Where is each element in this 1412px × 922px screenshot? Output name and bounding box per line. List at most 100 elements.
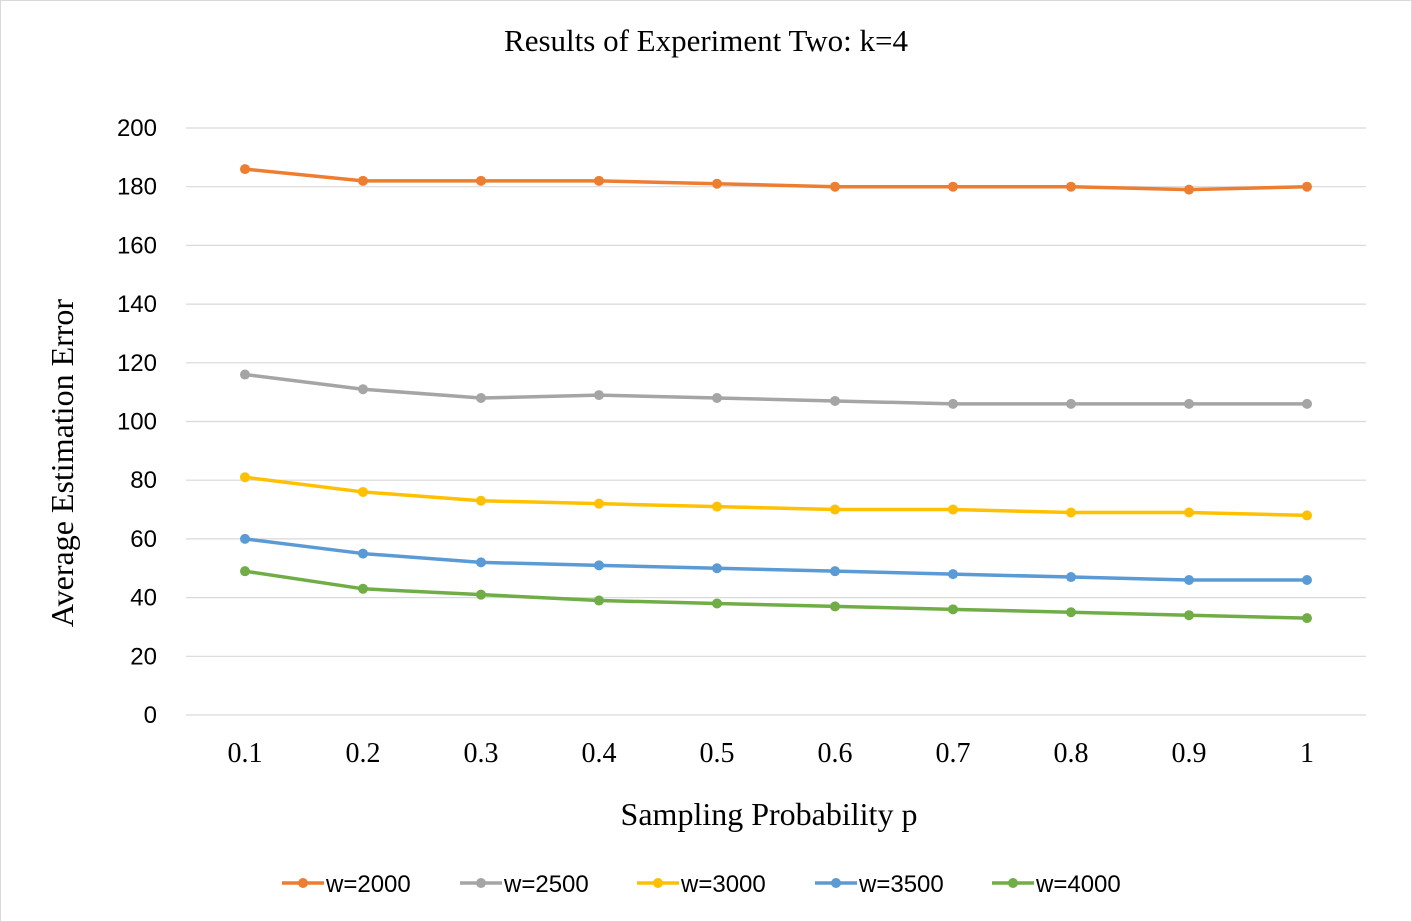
- data-point: [240, 566, 250, 577]
- data-point: [712, 178, 722, 189]
- y-tick-label: 140: [117, 291, 157, 318]
- data-point: [358, 175, 368, 186]
- data-point: [358, 583, 368, 594]
- data-point: [476, 589, 486, 600]
- data-point: [712, 393, 722, 404]
- data-point: [948, 569, 958, 580]
- data-point: [1184, 610, 1194, 621]
- data-point: [476, 393, 486, 404]
- data-point: [830, 181, 840, 192]
- y-tick-label: 120: [117, 350, 157, 377]
- series-line: [243, 167, 1309, 192]
- data-point: [948, 604, 958, 615]
- data-point: [948, 504, 958, 515]
- data-point: [830, 504, 840, 515]
- legend-label: w=4000: [1035, 871, 1121, 898]
- data-point: [240, 533, 250, 544]
- x-tick-label: 0.4: [582, 738, 617, 769]
- legend-item: w=3500: [815, 871, 944, 898]
- data-point: [594, 390, 604, 401]
- data-point: [1066, 181, 1076, 192]
- y-tick-label: 80: [130, 467, 157, 494]
- data-point: [358, 548, 368, 559]
- series-lines: [240, 164, 1312, 624]
- series-line: [243, 537, 1309, 582]
- data-point: [476, 557, 486, 568]
- data-point: [594, 560, 604, 571]
- y-tick-label: 20: [130, 643, 157, 670]
- legend-label: w=3000: [680, 871, 766, 898]
- data-point: [1066, 398, 1076, 409]
- data-point: [240, 369, 250, 380]
- legend-label: w=2500: [503, 871, 589, 898]
- series-w=2000: [240, 164, 1312, 195]
- legend-label: w=2000: [325, 871, 411, 898]
- legend: w=2000 w=2500 w=3000 w=3500 w=4000: [282, 871, 1121, 898]
- data-point: [476, 495, 486, 506]
- legend-item: w=3000: [637, 871, 766, 898]
- gridlines: [186, 127, 1366, 716]
- data-point: [1184, 507, 1194, 518]
- x-tick-label: 0.5: [700, 738, 735, 769]
- data-point: [358, 384, 368, 395]
- data-point: [830, 395, 840, 406]
- legend-item: w=2500: [460, 871, 589, 898]
- data-point: [1302, 181, 1312, 192]
- series-w=2500: [240, 369, 1312, 409]
- y-tick-label: 180: [117, 174, 157, 201]
- data-point: [1302, 398, 1312, 409]
- data-point: [712, 598, 722, 609]
- series-line: [243, 475, 1309, 518]
- y-tick-label: 0: [144, 702, 157, 729]
- legend-swatch-marker: [298, 878, 308, 888]
- series-w=3000: [240, 472, 1312, 521]
- y-tick-label: 200: [117, 115, 157, 142]
- data-point: [1066, 507, 1076, 518]
- data-point: [476, 175, 486, 186]
- data-point: [1066, 572, 1076, 583]
- series-w=4000: [240, 566, 1312, 624]
- y-axis-ticks: 0 20 40 60 80 100 120 140 160 180 200: [117, 115, 157, 729]
- y-tick-label: 40: [130, 585, 157, 612]
- data-point: [1184, 574, 1194, 585]
- legend-swatch-marker: [831, 878, 841, 888]
- legend-swatch-marker: [476, 878, 486, 888]
- y-axis-title: Average Estimation Error: [44, 299, 80, 628]
- legend-swatch-marker: [1008, 878, 1018, 888]
- data-point: [712, 501, 722, 512]
- data-point: [1302, 510, 1312, 521]
- x-tick-label: 0.9: [1172, 738, 1207, 769]
- data-point: [1184, 398, 1194, 409]
- data-point: [948, 181, 958, 192]
- data-point: [1302, 574, 1312, 585]
- y-tick-label: 60: [130, 526, 157, 553]
- y-tick-label: 160: [117, 232, 157, 259]
- x-axis-ticks: 0.1 0.2 0.3 0.4 0.5 0.6 0.7 0.8 0.9 1: [228, 738, 1315, 769]
- data-point: [948, 398, 958, 409]
- chart-title: Results of Experiment Two: k=4: [504, 23, 908, 58]
- data-point: [1184, 184, 1194, 195]
- x-tick-label: 0.3: [464, 738, 499, 769]
- y-tick-label: 100: [117, 409, 157, 436]
- x-tick-label: 0.8: [1054, 738, 1089, 769]
- legend-item: w=2000: [282, 871, 411, 898]
- x-tick-label: 0.7: [936, 738, 971, 769]
- x-axis-title: Sampling Probability p: [621, 796, 918, 832]
- legend-label: w=3500: [858, 871, 944, 898]
- data-point: [240, 164, 250, 175]
- data-point: [712, 563, 722, 574]
- data-point: [594, 175, 604, 186]
- series-w=3500: [240, 533, 1312, 585]
- data-point: [358, 486, 368, 497]
- x-tick-label: 0.1: [228, 738, 263, 769]
- legend-swatch-marker: [653, 878, 663, 888]
- data-point: [594, 595, 604, 606]
- series-line: [243, 569, 1309, 620]
- data-point: [1066, 607, 1076, 618]
- data-point: [830, 566, 840, 577]
- data-point: [594, 498, 604, 509]
- data-point: [1302, 613, 1312, 624]
- data-point: [830, 601, 840, 612]
